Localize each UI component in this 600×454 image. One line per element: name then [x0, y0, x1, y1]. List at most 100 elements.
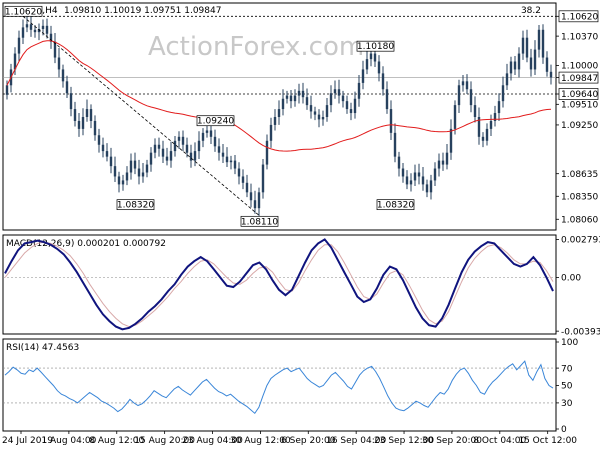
price-axis-label: 1.09847 — [561, 74, 598, 84]
candle-body — [461, 81, 465, 86]
candle-body — [397, 156, 401, 169]
candle-body — [165, 156, 169, 161]
candle-body — [169, 151, 173, 161]
candle-body — [217, 146, 221, 153]
price-axis-label: 1.10000 — [561, 62, 598, 72]
candle-body — [357, 82, 361, 99]
candle-body — [145, 164, 149, 173]
candle-body — [493, 113, 497, 121]
moving-average-line — [6, 40, 552, 152]
macd-axis-label: 0.002793 — [561, 236, 600, 246]
candle-body — [341, 95, 345, 102]
candle-body — [197, 140, 201, 152]
price-axis-label: 1.09640 — [561, 90, 598, 100]
candle-body — [517, 53, 521, 70]
candle-body — [101, 144, 105, 152]
price-panel-header-right-value: 38.2 — [521, 6, 541, 16]
candle-body — [149, 152, 153, 165]
candle-body — [193, 151, 197, 161]
candle-body — [269, 124, 273, 141]
x-axis-label: 15 Oct 12:00 — [518, 436, 577, 446]
candle-body — [125, 172, 129, 181]
price-axis-label: 1.08060 — [561, 215, 598, 225]
candle-body — [109, 156, 113, 167]
candle-body — [261, 164, 265, 193]
macd-plot-layer — [3, 238, 556, 331]
candle-body — [41, 25, 45, 29]
candle-body — [541, 29, 545, 58]
candle-body — [5, 85, 9, 95]
candle-body — [417, 172, 421, 177]
candle-body — [549, 71, 553, 78]
candle-body — [189, 152, 193, 161]
rsi-panel-title: RSI(14) 47.4563 — [6, 343, 79, 353]
candle-body — [213, 136, 217, 147]
candle-body — [337, 89, 341, 96]
candle-body — [373, 53, 377, 62]
x-axis-label: 16 Sep 04:00 — [326, 436, 386, 446]
price-label-box — [356, 40, 395, 52]
candle-body — [505, 73, 509, 86]
price-axis-label-box — [558, 71, 599, 84]
candle-body — [409, 180, 413, 185]
price-label-text: 1.08110 — [241, 217, 278, 227]
candle-body — [157, 144, 161, 149]
candle-body — [365, 59, 369, 70]
x-axis-label: 15 Aug 20:00 — [134, 436, 195, 446]
candle-body — [89, 109, 93, 121]
candle-body — [205, 130, 209, 133]
candle-body — [437, 160, 441, 169]
candle-body — [117, 176, 121, 185]
candle-body — [265, 140, 269, 165]
candle-body — [53, 41, 57, 58]
candle-body — [73, 109, 77, 121]
candle-body — [329, 93, 333, 106]
candle-body — [449, 128, 453, 153]
x-axis-label: 30 Aug 12:00 — [230, 436, 291, 446]
candle-body — [201, 132, 205, 141]
price-axis-label-box — [558, 88, 599, 100]
rsi-axis-label: 30 — [561, 399, 573, 409]
price-axis-label: 1.10620 — [561, 13, 598, 23]
candle-body — [509, 61, 513, 74]
candle-body — [57, 57, 61, 70]
candle-body — [173, 140, 177, 152]
candle-body — [313, 111, 317, 115]
price-axis-label: 1.08635 — [561, 170, 598, 180]
x-axis-label: 1 Aug 04:00 — [41, 436, 96, 446]
candle-body — [413, 172, 417, 181]
candle-body — [121, 180, 125, 185]
price-label-box — [376, 199, 415, 211]
candle-body — [317, 114, 321, 120]
candle-body — [333, 89, 337, 94]
candle-body — [441, 160, 445, 165]
candle-body — [477, 117, 481, 137]
candle-body — [393, 132, 397, 157]
candle-body — [181, 136, 185, 145]
candle-body — [545, 57, 549, 72]
price-label-box — [4, 5, 43, 17]
candle-body — [153, 144, 157, 153]
candle-body — [405, 176, 409, 185]
candle-body — [485, 128, 489, 141]
candle-body — [529, 57, 533, 70]
candle-body — [29, 24, 33, 30]
candle-body — [345, 101, 349, 110]
candle-body — [369, 53, 373, 60]
candle-body — [253, 200, 257, 209]
candle-body — [161, 148, 165, 157]
candle-body — [249, 192, 253, 201]
candle-body — [533, 49, 537, 70]
candle-body — [321, 117, 325, 120]
candle-body — [37, 28, 41, 33]
rsi-line — [4, 360, 554, 415]
candle-body — [305, 97, 309, 106]
x-axis-label: 23 Sep 12:00 — [374, 436, 434, 446]
candle-body — [85, 109, 89, 117]
candle-body — [473, 105, 477, 117]
macd-line — [4, 238, 554, 331]
dashed-trendline — [22, 16, 260, 216]
x-axis-label: 23 Aug 04:00 — [182, 436, 243, 446]
price-plot-layer: 1.10620 1.10180 1.09240 1.08320 1.08110 1.083… — [3, 5, 556, 227]
